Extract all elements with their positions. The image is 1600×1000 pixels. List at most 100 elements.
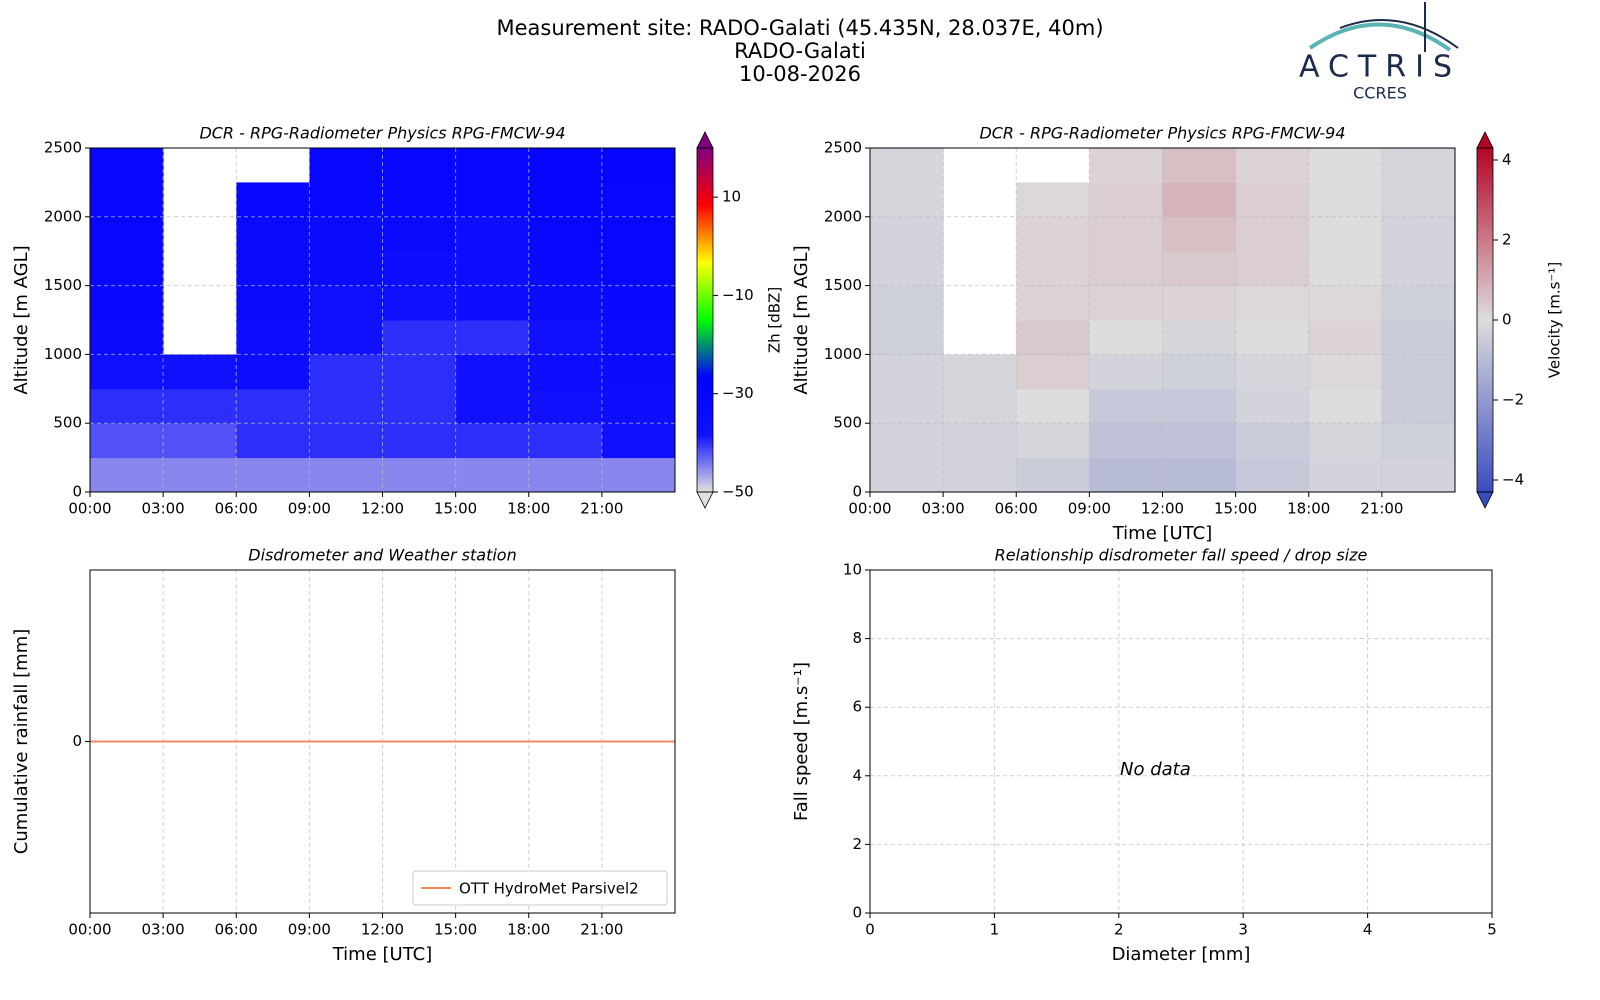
heatmap-cell	[528, 423, 603, 459]
heatmap-cell	[382, 182, 457, 218]
colorbar-tick-label: 0	[1502, 311, 1512, 329]
heatmap-cell	[528, 182, 603, 218]
y-tick-label: 2	[852, 835, 862, 853]
heatmap-cell	[236, 320, 310, 355]
colorbar-extend	[696, 131, 714, 149]
heatmap-cell	[90, 216, 164, 252]
x-tick-label: 12:00	[361, 921, 404, 939]
x-tick-label: 06:00	[215, 921, 258, 939]
plot-area	[870, 570, 1492, 913]
heatmap-cell	[528, 216, 603, 252]
y-tick-label: 10	[843, 561, 862, 579]
colorbar	[697, 148, 713, 492]
heatmap-cell	[1308, 457, 1383, 493]
heatmap-cell	[528, 354, 603, 390]
x-tick-label: 03:00	[142, 921, 185, 939]
x-tick-label: 18:00	[507, 500, 550, 518]
y-tick-label: 500	[53, 414, 82, 432]
heatmap-cell	[455, 423, 530, 459]
heatmap-cell	[1016, 457, 1090, 493]
heatmap-cell	[601, 388, 676, 424]
heatmap-cell	[382, 457, 457, 493]
heatmap-cell	[1381, 388, 1456, 424]
panel-title: DCR - RPG-Radiometer Physics RPG-FMCW-94	[979, 124, 1345, 143]
x-tick-label: 18:00	[507, 921, 550, 939]
panel-title: DCR - RPG-Radiometer Physics RPG-FMCW-94	[199, 124, 565, 143]
x-tick-label: 09:00	[288, 921, 331, 939]
heatmap-cell	[382, 423, 457, 459]
heatmap-cell	[943, 388, 1017, 424]
heatmap-cell	[309, 388, 383, 424]
x-axis-label: Time [UTC]	[332, 944, 433, 965]
colorbar-tick-label: 10	[722, 188, 741, 206]
colorbar-tick-label: −30	[722, 384, 754, 402]
heatmap-cell	[601, 354, 676, 390]
heatmap-cell	[1381, 457, 1456, 493]
heatmap-cell	[455, 388, 530, 424]
y-tick-label: 1000	[44, 345, 82, 363]
panel-title: Disdrometer and Weather station	[248, 546, 516, 565]
heatmap-cell	[1089, 182, 1163, 218]
heatmap-cell	[528, 148, 603, 183]
heatmap-cell	[1381, 285, 1456, 321]
heatmap-cell	[90, 285, 164, 321]
heatmap-cell	[1016, 285, 1090, 321]
logo-arc	[1308, 22, 1452, 52]
heatmap-cell	[1235, 423, 1310, 459]
heatmap-cell	[870, 285, 944, 321]
heatmap-cell	[528, 388, 603, 424]
logo-subtext: CCRES	[1353, 84, 1407, 103]
heatmap-cell	[1308, 388, 1383, 424]
colorbar-label: Zh [dBZ]	[766, 287, 784, 353]
x-tick-label: 1	[990, 921, 1000, 939]
heatmap-cell	[1235, 457, 1310, 493]
heatmap-cell	[1381, 182, 1456, 218]
y-axis-label: Fall speed [m.s⁻¹]	[791, 662, 812, 821]
heatmap-cell	[90, 457, 164, 493]
heatmap-cell	[163, 354, 237, 390]
heatmap-cell	[528, 320, 603, 355]
y-tick-label: 0	[852, 483, 862, 501]
heatmap-cell	[601, 148, 676, 183]
heatmap-cell	[90, 423, 164, 459]
heatmap-cell	[1016, 320, 1090, 355]
colorbar-tick-label: −50	[722, 483, 754, 501]
heatmap-cell	[870, 216, 944, 252]
heatmap-cell	[309, 423, 383, 459]
y-tick-label: 2000	[824, 207, 862, 225]
x-tick-label: 3	[1238, 921, 1248, 939]
heatmap-cell	[236, 423, 310, 459]
y-tick-label: 2500	[44, 139, 82, 157]
heatmap-cell	[870, 457, 944, 493]
x-tick-label: 00:00	[68, 500, 111, 518]
heatmap-cell	[1162, 216, 1237, 252]
site-name: RADO-Galati	[734, 39, 866, 63]
y-tick-label: 0	[72, 483, 82, 501]
heatmap-cell	[528, 251, 603, 287]
y-tick-label: 2500	[824, 139, 862, 157]
heatmap-cell	[870, 251, 944, 287]
heatmap-cell	[455, 354, 530, 390]
logo: ACTRIS CCRES	[1299, 2, 1459, 103]
x-tick-label: 03:00	[922, 500, 965, 518]
frame	[869, 147, 1456, 493]
heatmap-cell	[943, 423, 1017, 459]
heatmap-cell	[455, 148, 530, 183]
heatmap-cell	[1308, 423, 1383, 459]
heatmap-cell	[1162, 320, 1237, 355]
frame	[869, 569, 1493, 914]
heatmap-cell	[455, 182, 530, 218]
heatmap-cell	[309, 148, 383, 183]
heatmap-cell	[1089, 285, 1163, 321]
legend	[412, 870, 668, 906]
heatmap-cell	[1016, 354, 1090, 390]
heatmap-cell	[1162, 354, 1237, 390]
heatmap-cell	[1235, 148, 1310, 183]
heatmap-cell	[601, 320, 676, 355]
heatmap-cell	[1308, 320, 1383, 355]
y-tick-label: 500	[833, 414, 862, 432]
heatmap-cell	[1308, 182, 1383, 218]
suptitle: Measurement site: RADO-Galati (45.435N, …	[496, 16, 1103, 40]
heatmap-cell	[309, 457, 383, 493]
heatmap-cell	[1089, 423, 1163, 459]
